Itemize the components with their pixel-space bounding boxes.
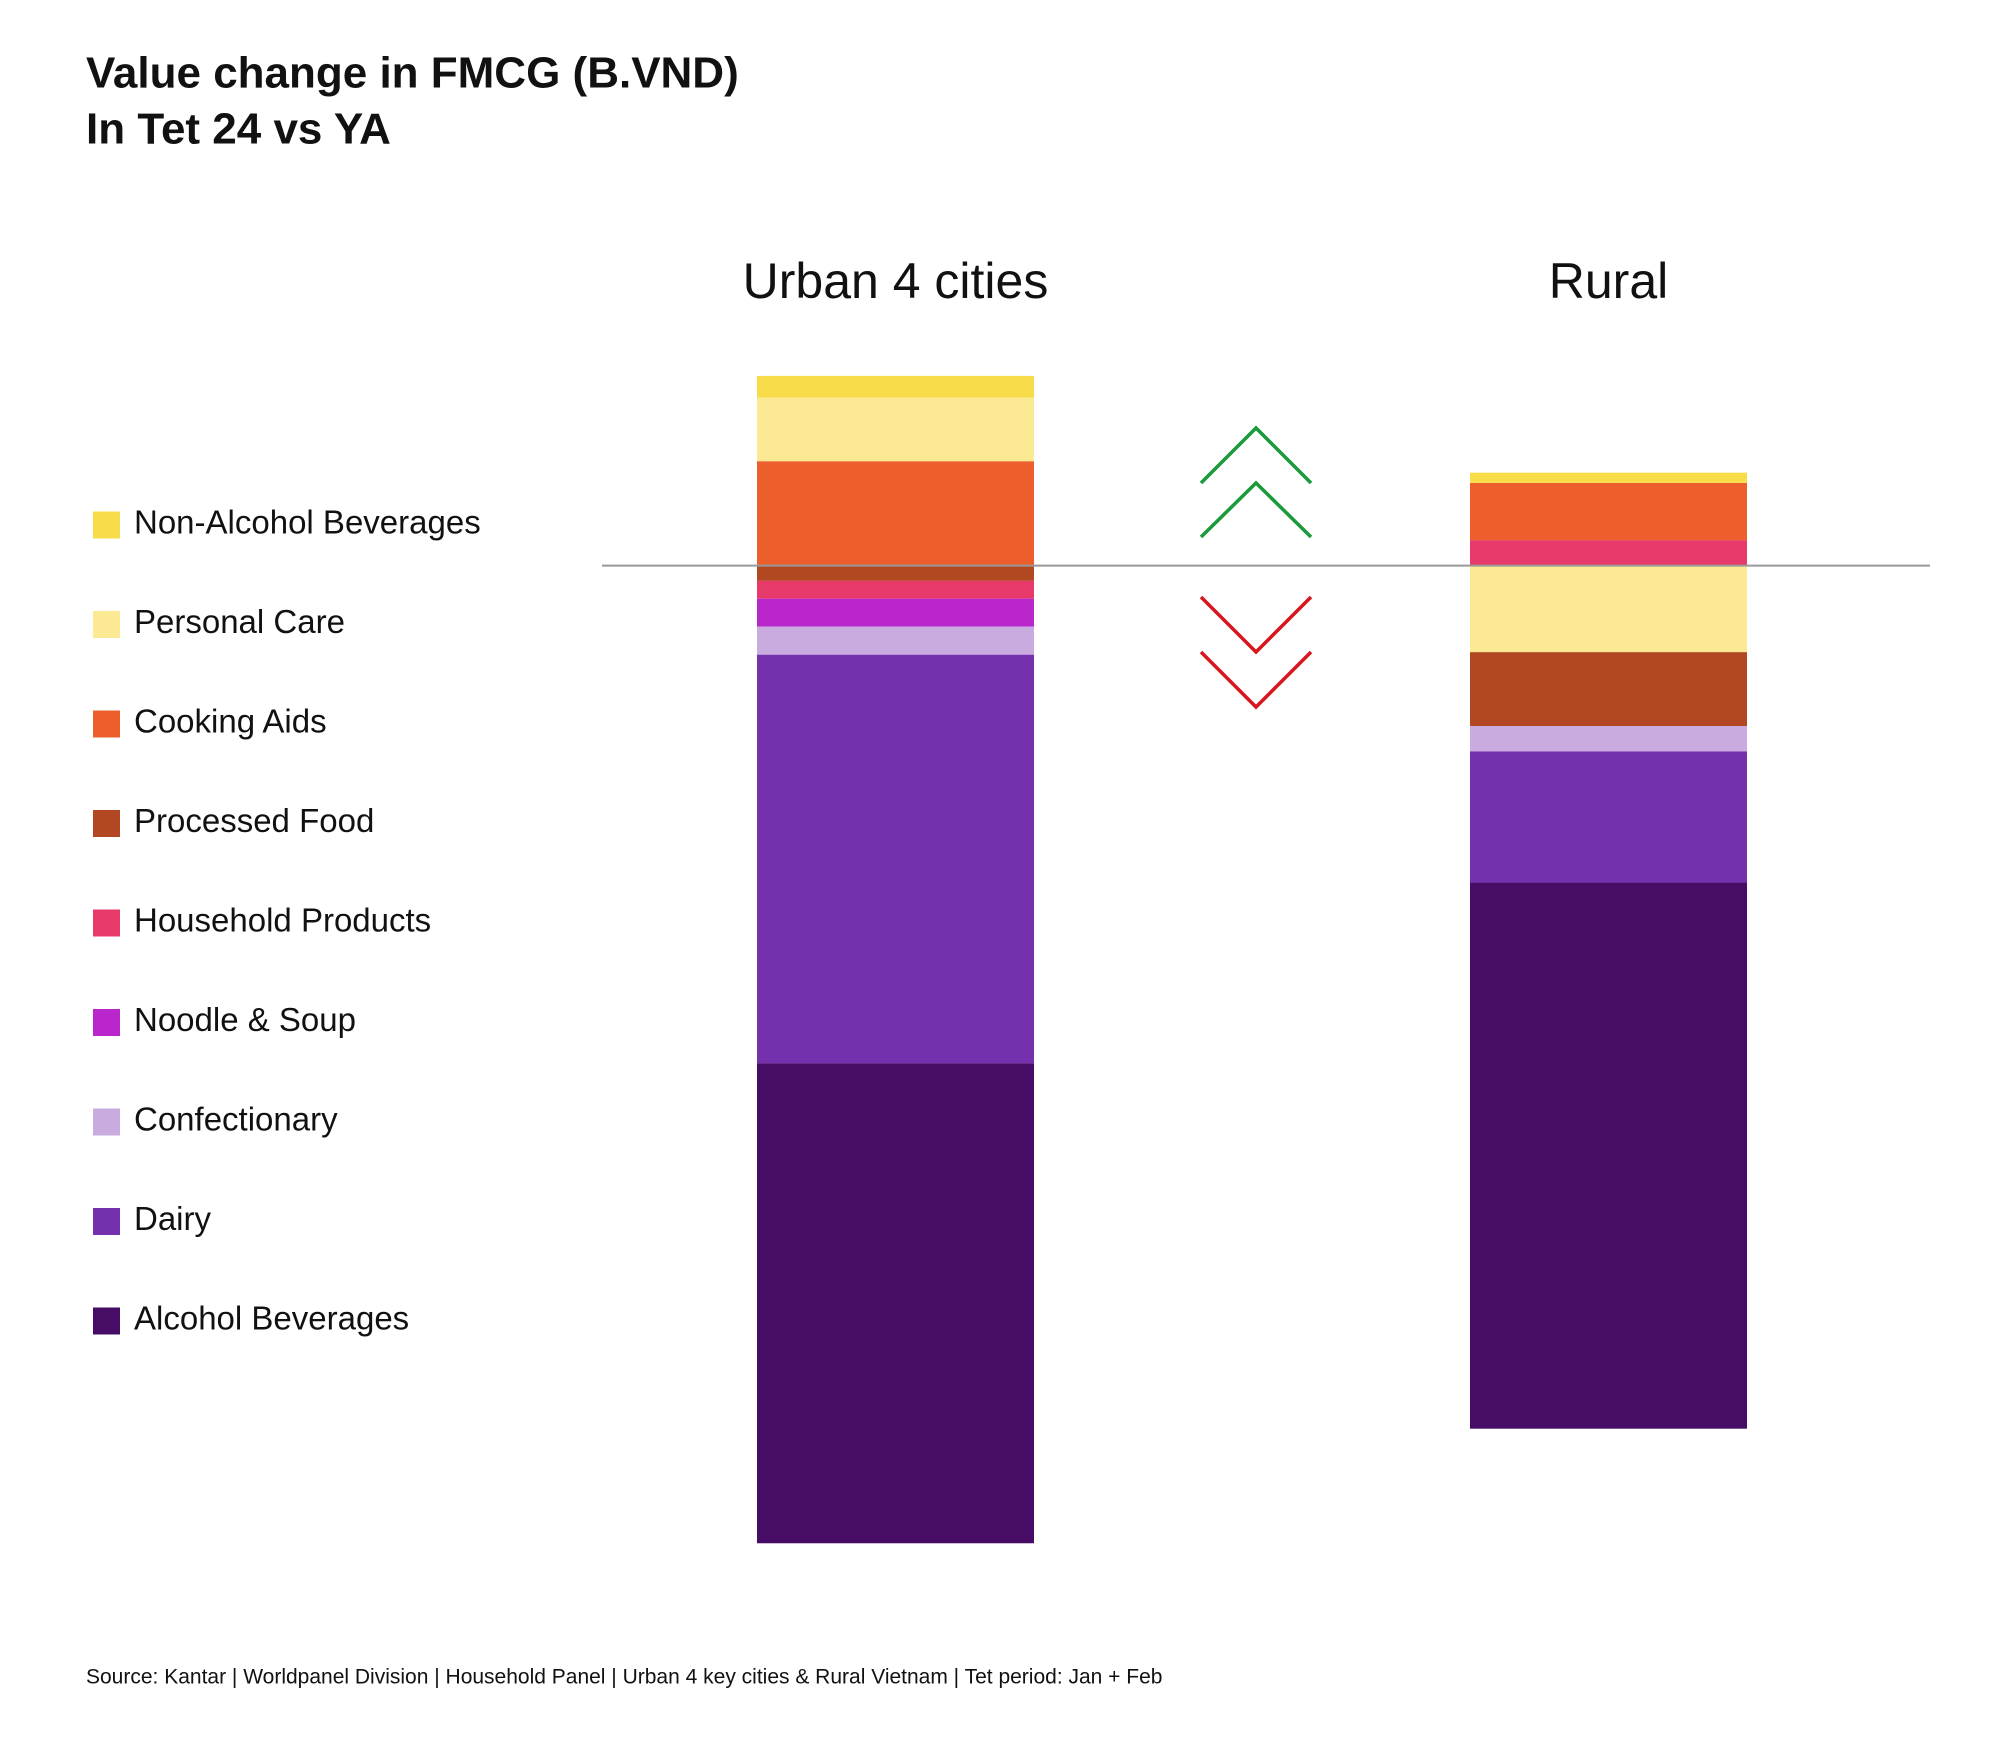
bar-segment — [757, 397, 1034, 462]
up-chevron — [1199, 425, 1313, 485]
legend-label: Dairy — [134, 1200, 212, 1237]
bar-segment — [757, 598, 1034, 627]
legend-swatch — [93, 1208, 120, 1235]
bar-segment — [1470, 482, 1747, 541]
legend-swatch — [93, 1108, 120, 1136]
legend-label: Cooking Aids — [134, 703, 327, 740]
legend-label: Household Products — [134, 902, 431, 939]
category-label: Rural — [1549, 253, 1668, 309]
legend-label: Non-Alcohol Beverages — [134, 504, 481, 541]
legend-label: Personal Care — [134, 603, 345, 640]
bar-segment — [757, 626, 1034, 655]
legend-swatch — [93, 1307, 120, 1335]
legend-label: Alcohol Beverages — [134, 1300, 409, 1337]
category-label: Urban 4 cities — [743, 253, 1049, 309]
bar-segment — [1470, 882, 1747, 1429]
legend-swatch — [93, 1009, 120, 1036]
trend-arrows — [1199, 425, 1313, 710]
bar-segment — [757, 375, 1034, 398]
legend-label: Noodle & Soup — [134, 1001, 356, 1038]
legend-swatch — [93, 810, 120, 837]
legend-swatch — [93, 611, 120, 638]
bar-segment — [757, 565, 1034, 581]
chart-title: Value change in FMCG (B.VND) — [86, 49, 739, 98]
bar-segment — [1470, 725, 1747, 752]
bar-segment — [757, 1063, 1034, 1544]
bar-segment — [1470, 472, 1747, 483]
bar-segment — [1470, 565, 1747, 653]
bar-segment — [1470, 652, 1747, 726]
bar-segment — [757, 580, 1034, 599]
chart-subtitle: In Tet 24 vs YA — [86, 105, 391, 154]
legend-label: Processed Food — [134, 802, 374, 839]
up-chevron — [1199, 480, 1313, 539]
bar-segment — [1470, 540, 1747, 566]
down-chevron — [1199, 650, 1313, 710]
bar-segment — [1470, 751, 1747, 883]
legend-swatch — [93, 710, 120, 738]
down-chevron — [1199, 595, 1313, 655]
bar-segment — [757, 654, 1034, 1064]
legend-label: Confectionary — [134, 1101, 338, 1138]
legend-swatch — [93, 511, 120, 539]
bar-segment — [757, 461, 1034, 566]
source-note: Source: Kantar | Worldpanel Division | H… — [86, 1666, 1162, 1689]
legend-swatch — [93, 909, 120, 937]
